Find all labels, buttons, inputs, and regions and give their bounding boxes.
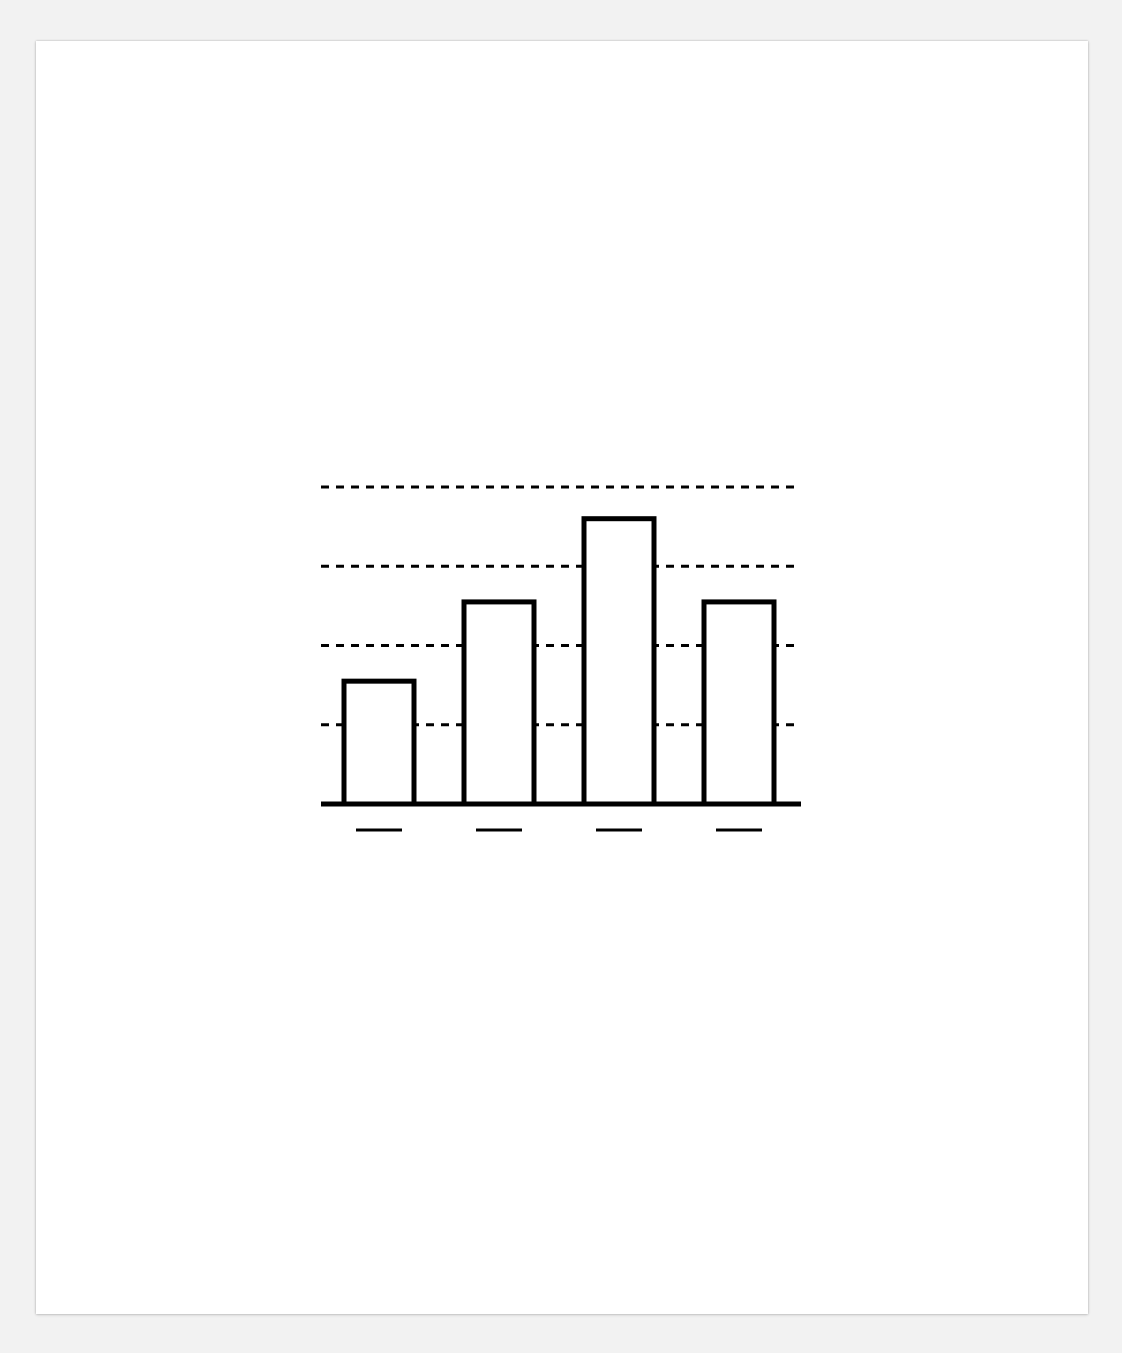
bar: [584, 519, 654, 804]
bar: [464, 602, 534, 804]
bar: [704, 602, 774, 804]
bars: [344, 519, 774, 804]
bar-chart: [36, 41, 1088, 1314]
page: [36, 41, 1088, 1314]
bar: [344, 681, 414, 804]
